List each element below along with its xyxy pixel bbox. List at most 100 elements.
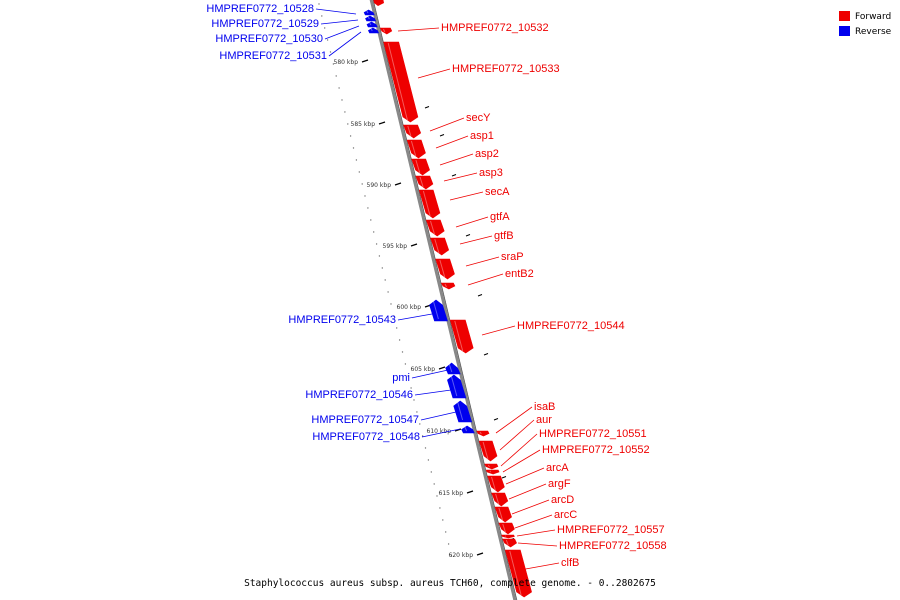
gene-highlight	[450, 375, 458, 397]
gene-label-hmpref0772-10533[interactable]: HMPREF0772_10533	[452, 63, 560, 75]
gene-hmpref0772-10546[interactable]	[447, 374, 467, 399]
gene-partial-top[interactable]	[373, 0, 384, 6]
scale-tick	[394, 182, 402, 186]
gene-label-asp2[interactable]: asp2	[475, 148, 499, 160]
gene-pmi[interactable]	[445, 362, 461, 375]
gene-aur[interactable]	[478, 440, 498, 462]
scale-tick-label: 590 kbp	[367, 182, 392, 189]
gene-hmpref0772-10544[interactable]	[449, 319, 474, 354]
gene-hmpref0772-10528[interactable]	[363, 9, 375, 16]
gene-gtfa[interactable]	[425, 219, 445, 237]
gene-seca[interactable]	[418, 189, 441, 219]
scale-dot	[349, 135, 352, 137]
gene-arca[interactable]	[487, 475, 505, 493]
scale-tick-label: 610 kbp	[427, 428, 452, 435]
legend-swatch-forward	[839, 11, 850, 21]
gene-gtfb[interactable]	[430, 237, 450, 256]
gene-asp2[interactable]	[411, 158, 430, 176]
gene-arcd[interactable]	[494, 506, 512, 523]
gene-highlight	[482, 441, 489, 460]
legend: Forward Reverse	[839, 11, 892, 37]
gene-hmpref0772-10547[interactable]	[453, 400, 473, 423]
gene-label-hmpref0772-10558[interactable]: HMPREF0772_10558	[559, 540, 667, 552]
gene-label-isab[interactable]: isaB	[534, 401, 555, 413]
gene-label-hmpref0772-10551[interactable]: HMPREF0772_10551	[539, 428, 647, 440]
gene-hmpref0772-10530[interactable]	[366, 21, 378, 28]
scale-tick-label: 615 kbp	[439, 490, 464, 497]
gene-label-gtfa[interactable]: gtfA	[490, 211, 510, 223]
gene-hmpref0772-10532[interactable]	[379, 27, 393, 35]
gene-hmpref0772-10548[interactable]	[461, 425, 475, 434]
scale-tick-label: 595 kbp	[383, 243, 408, 250]
gene-hmpref0772-10557[interactable]	[501, 534, 515, 539]
gene-label-leader	[516, 529, 556, 537]
gene-label-aur[interactable]: aur	[536, 414, 552, 426]
gene-label-hmpref0772-10531[interactable]: HMPREF0772_10531	[219, 50, 327, 62]
gene-label-hmpref0772-10530[interactable]: HMPREF0772_10530	[215, 33, 323, 45]
gene-labels: HMPREF0772_10528 HMPREF0772_10529 HMPREF07…	[206, 3, 667, 571]
gene-argf[interactable]	[491, 492, 509, 507]
scale-dot	[384, 279, 386, 281]
scale-dot	[318, 3, 320, 5]
gene-label-arcd[interactable]: arcD	[551, 494, 574, 506]
gene-label-hmpref0772-10543[interactable]: HMPREF0772_10543	[288, 314, 396, 326]
gene-label-leader	[505, 467, 545, 485]
gene-label-pmi[interactable]: pmi	[392, 372, 410, 384]
scale-dot	[396, 327, 398, 329]
gene-hmpref0772-10529[interactable]	[365, 15, 377, 22]
gene-secy[interactable]	[403, 124, 422, 139]
gene-label-hmpref0772-10529[interactable]: HMPREF0772_10529	[211, 18, 319, 30]
gene-label-srap[interactable]: sraP	[501, 251, 524, 263]
gene-label-leader	[455, 216, 489, 228]
gene-label-hmpref0772-10548[interactable]: HMPREF0772_10548	[312, 431, 420, 443]
gene-label-seca[interactable]: secA	[485, 186, 510, 198]
gene-label-leader	[435, 135, 469, 149]
gene-hmpref0772-10531[interactable]	[368, 27, 380, 34]
gene-asp1[interactable]	[406, 139, 426, 159]
scale-dot	[413, 399, 415, 401]
gene-label-leader	[328, 31, 362, 57]
gene-label-leader	[502, 449, 541, 473]
gene-hmpref0772-10551[interactable]	[484, 463, 499, 470]
gene-label-clfb[interactable]: clfB	[561, 557, 579, 569]
gene-label-gtfb[interactable]: gtfB	[494, 230, 514, 242]
gene-label-secy[interactable]: secY	[466, 112, 491, 124]
scale-tick	[466, 490, 474, 494]
scale-dot	[381, 267, 383, 269]
gene-label-hmpref0772-10528[interactable]: HMPREF0772_10528	[206, 3, 314, 15]
gene-arcc[interactable]	[498, 522, 515, 535]
scale-dot	[338, 87, 340, 89]
scale-dot	[416, 411, 418, 413]
gene-label-asp1[interactable]: asp1	[470, 130, 494, 142]
gene-hmpref0772-10533[interactable]	[383, 41, 419, 123]
gene-hmpref0772-10558[interactable]	[502, 538, 517, 548]
gene-label-hmpref0772-10552[interactable]: HMPREF0772_10552	[542, 444, 650, 456]
gene-label-hmpref0772-10546[interactable]: HMPREF0772_10546	[305, 389, 413, 401]
gene-clfb[interactable]	[504, 549, 532, 598]
feature-tick	[451, 174, 457, 177]
legend-swatch-reverse	[839, 26, 850, 36]
gene-highlight	[464, 426, 468, 432]
gene-hmpref0772-10543[interactable]	[429, 299, 448, 322]
gene-label-leader	[421, 428, 461, 438]
gene-label-hmpref0772-10532[interactable]: HMPREF0772_10532	[441, 22, 549, 34]
gene-label-argf[interactable]: argF	[548, 478, 571, 490]
gene-label-asp3[interactable]: asp3	[479, 167, 503, 179]
gene-highlight	[479, 431, 482, 435]
scale-dot	[321, 15, 323, 17]
gene-hmpref0772-10552[interactable]	[485, 469, 500, 475]
scale-dot	[335, 75, 337, 77]
gene-asp3[interactable]	[415, 175, 434, 190]
gene-label-entb2[interactable]: entB2	[505, 268, 534, 280]
gene-label-hmpref0772-10544[interactable]: HMPREF0772_10544	[517, 320, 625, 332]
gene-label-hmpref0772-10557[interactable]: HMPREF0772_10557	[557, 524, 665, 536]
gene-label-hmpref0772-10547[interactable]: HMPREF0772_10547	[311, 414, 419, 426]
scale-dot	[390, 303, 392, 305]
gene-entb2[interactable]	[440, 282, 456, 290]
gene-highlight	[505, 539, 509, 546]
gene-label-leader	[459, 235, 493, 245]
gene-srap[interactable]	[435, 258, 455, 280]
gene-label-arca[interactable]: arcA	[546, 462, 569, 474]
gene-label-arcc[interactable]: arcC	[554, 509, 577, 521]
gene-isab[interactable]	[476, 430, 490, 437]
